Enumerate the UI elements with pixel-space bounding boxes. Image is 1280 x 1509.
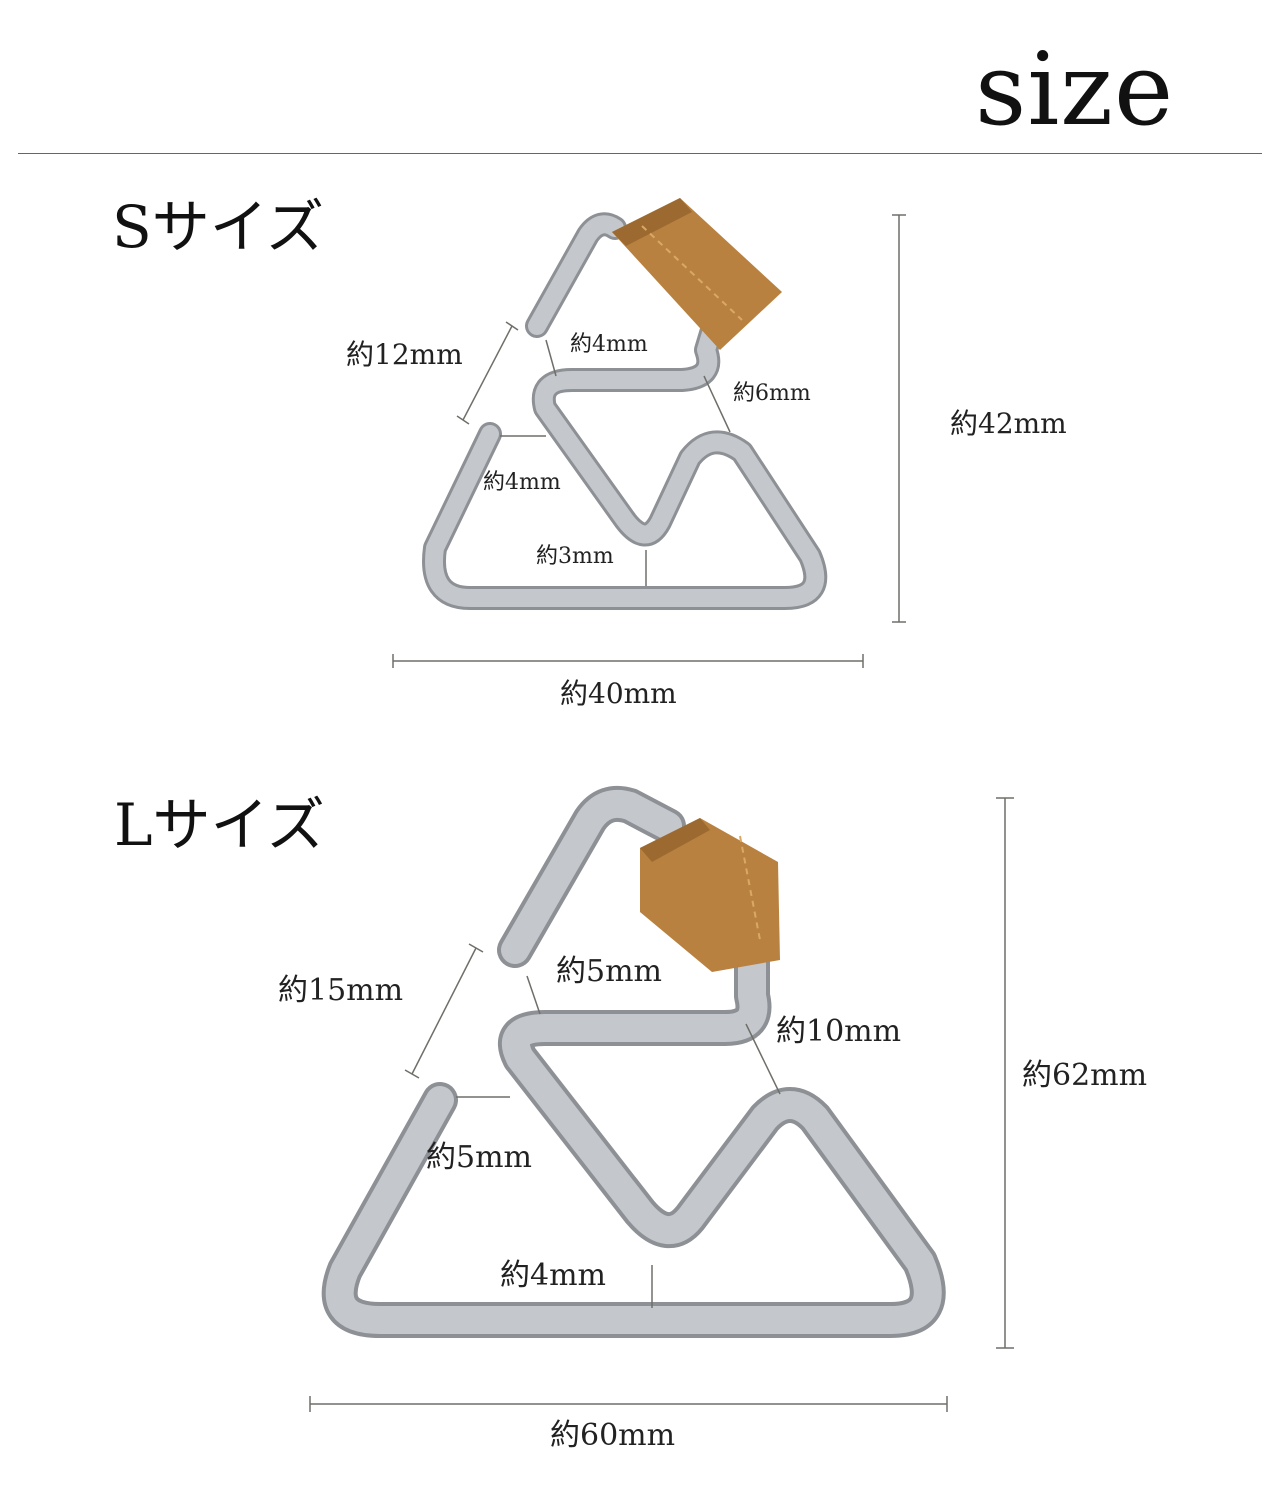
large-opening-dimension: 約15mm — [278, 973, 404, 1008]
large-bottom-gap-dimension: 約4mm — [500, 1258, 606, 1293]
small-diagonal-dimension: 約6mm — [733, 381, 811, 406]
page-title: size — [975, 31, 1175, 148]
small-measure-lines — [392, 214, 906, 668]
large-left-gap-dimension: 約5mm — [426, 1140, 532, 1175]
large-top-gap-dimension: 約5mm — [556, 954, 662, 989]
large-size-heading: Lサイズ — [114, 791, 325, 859]
large-diagonal-dimension: 約10mm — [776, 1014, 902, 1049]
small-carabiner — [422, 212, 828, 610]
large-measure-lines — [309, 797, 1014, 1412]
small-left-gap-dimension: 約4mm — [483, 470, 561, 495]
large-carabiner — [321, 785, 946, 1338]
small-height-dimension: 約42mm — [950, 407, 1067, 440]
small-size-heading: Sサイズ — [112, 193, 324, 261]
small-bottom-gap-dimension: 約3mm — [536, 544, 614, 569]
header-divider — [18, 153, 1262, 154]
small-leather-tab — [612, 198, 782, 350]
large-height-dimension: 約62mm — [1022, 1058, 1148, 1093]
large-width-dimension: 約60mm — [550, 1418, 676, 1453]
small-width-dimension: 約40mm — [560, 677, 677, 710]
small-opening-dimension: 約12mm — [346, 338, 463, 371]
large-leather-tab — [640, 818, 780, 972]
small-top-gap-dimension: 約4mm — [570, 332, 648, 357]
